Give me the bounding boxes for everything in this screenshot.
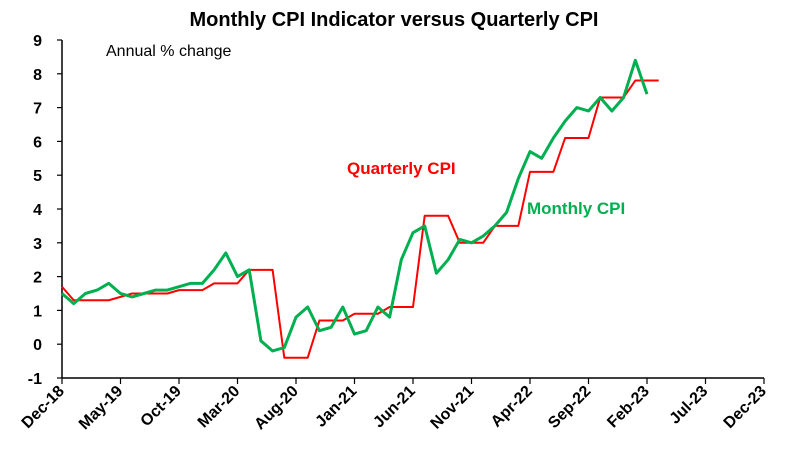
x-tick-label: Dec-23: [721, 383, 770, 432]
x-tick-label: Jan-21: [312, 383, 360, 431]
x-tick-label: Dec-18: [19, 383, 68, 432]
series-label-monthly: Monthly CPI: [527, 199, 625, 218]
y-tick-label: 8: [33, 67, 42, 84]
series-lines: [61, 58, 659, 359]
quarterly-cpi-line: [61, 79, 659, 359]
chart-title: Monthly CPI Indicator versus Quarterly C…: [190, 9, 599, 31]
x-ticks: Dec-18 May-19 Oct-19 Mar-20 Aug-20 Jan-21 Jun-…: [19, 378, 770, 433]
y-tick-label: 1: [33, 303, 42, 320]
y-tick-label: 9: [33, 33, 42, 50]
y-tick-label: 2: [33, 270, 42, 287]
y-tick-label: 3: [33, 236, 42, 253]
y-tick-label: 4: [33, 202, 42, 219]
chart-subtitle: Annual % change: [106, 43, 232, 60]
x-tick-label: Sep-22: [545, 383, 594, 432]
x-tick-label: Mar-20: [195, 383, 244, 432]
y-ticks: -1 0 1 2 3 4 5 6 7 8 9: [28, 33, 62, 388]
axes: -1 0 1 2 3 4 5 6 7 8 9 Dec-18 May-19 Oct-19 Mar-20 Aug…: [19, 33, 770, 433]
monthly-cpi-line: [61, 58, 649, 353]
y-tick-label: -1: [28, 371, 42, 388]
y-tick-label: 7: [33, 101, 42, 118]
y-tick-label: 6: [33, 134, 42, 151]
x-tick-label: Oct-19: [138, 383, 185, 430]
x-tick-label: May-19: [76, 383, 126, 433]
x-tick-label: Jul-23: [667, 383, 712, 428]
x-tick-label: Jun-21: [370, 383, 419, 432]
x-tick-label: Feb-23: [604, 383, 653, 432]
x-tick-label: Nov-21: [428, 383, 478, 433]
y-tick-label: 0: [33, 337, 42, 354]
x-tick-label: Apr-22: [488, 383, 536, 431]
series-label-quarterly: Quarterly CPI: [347, 159, 456, 178]
x-tick-label: Aug-20: [251, 383, 301, 433]
y-tick-label: 5: [33, 168, 42, 185]
